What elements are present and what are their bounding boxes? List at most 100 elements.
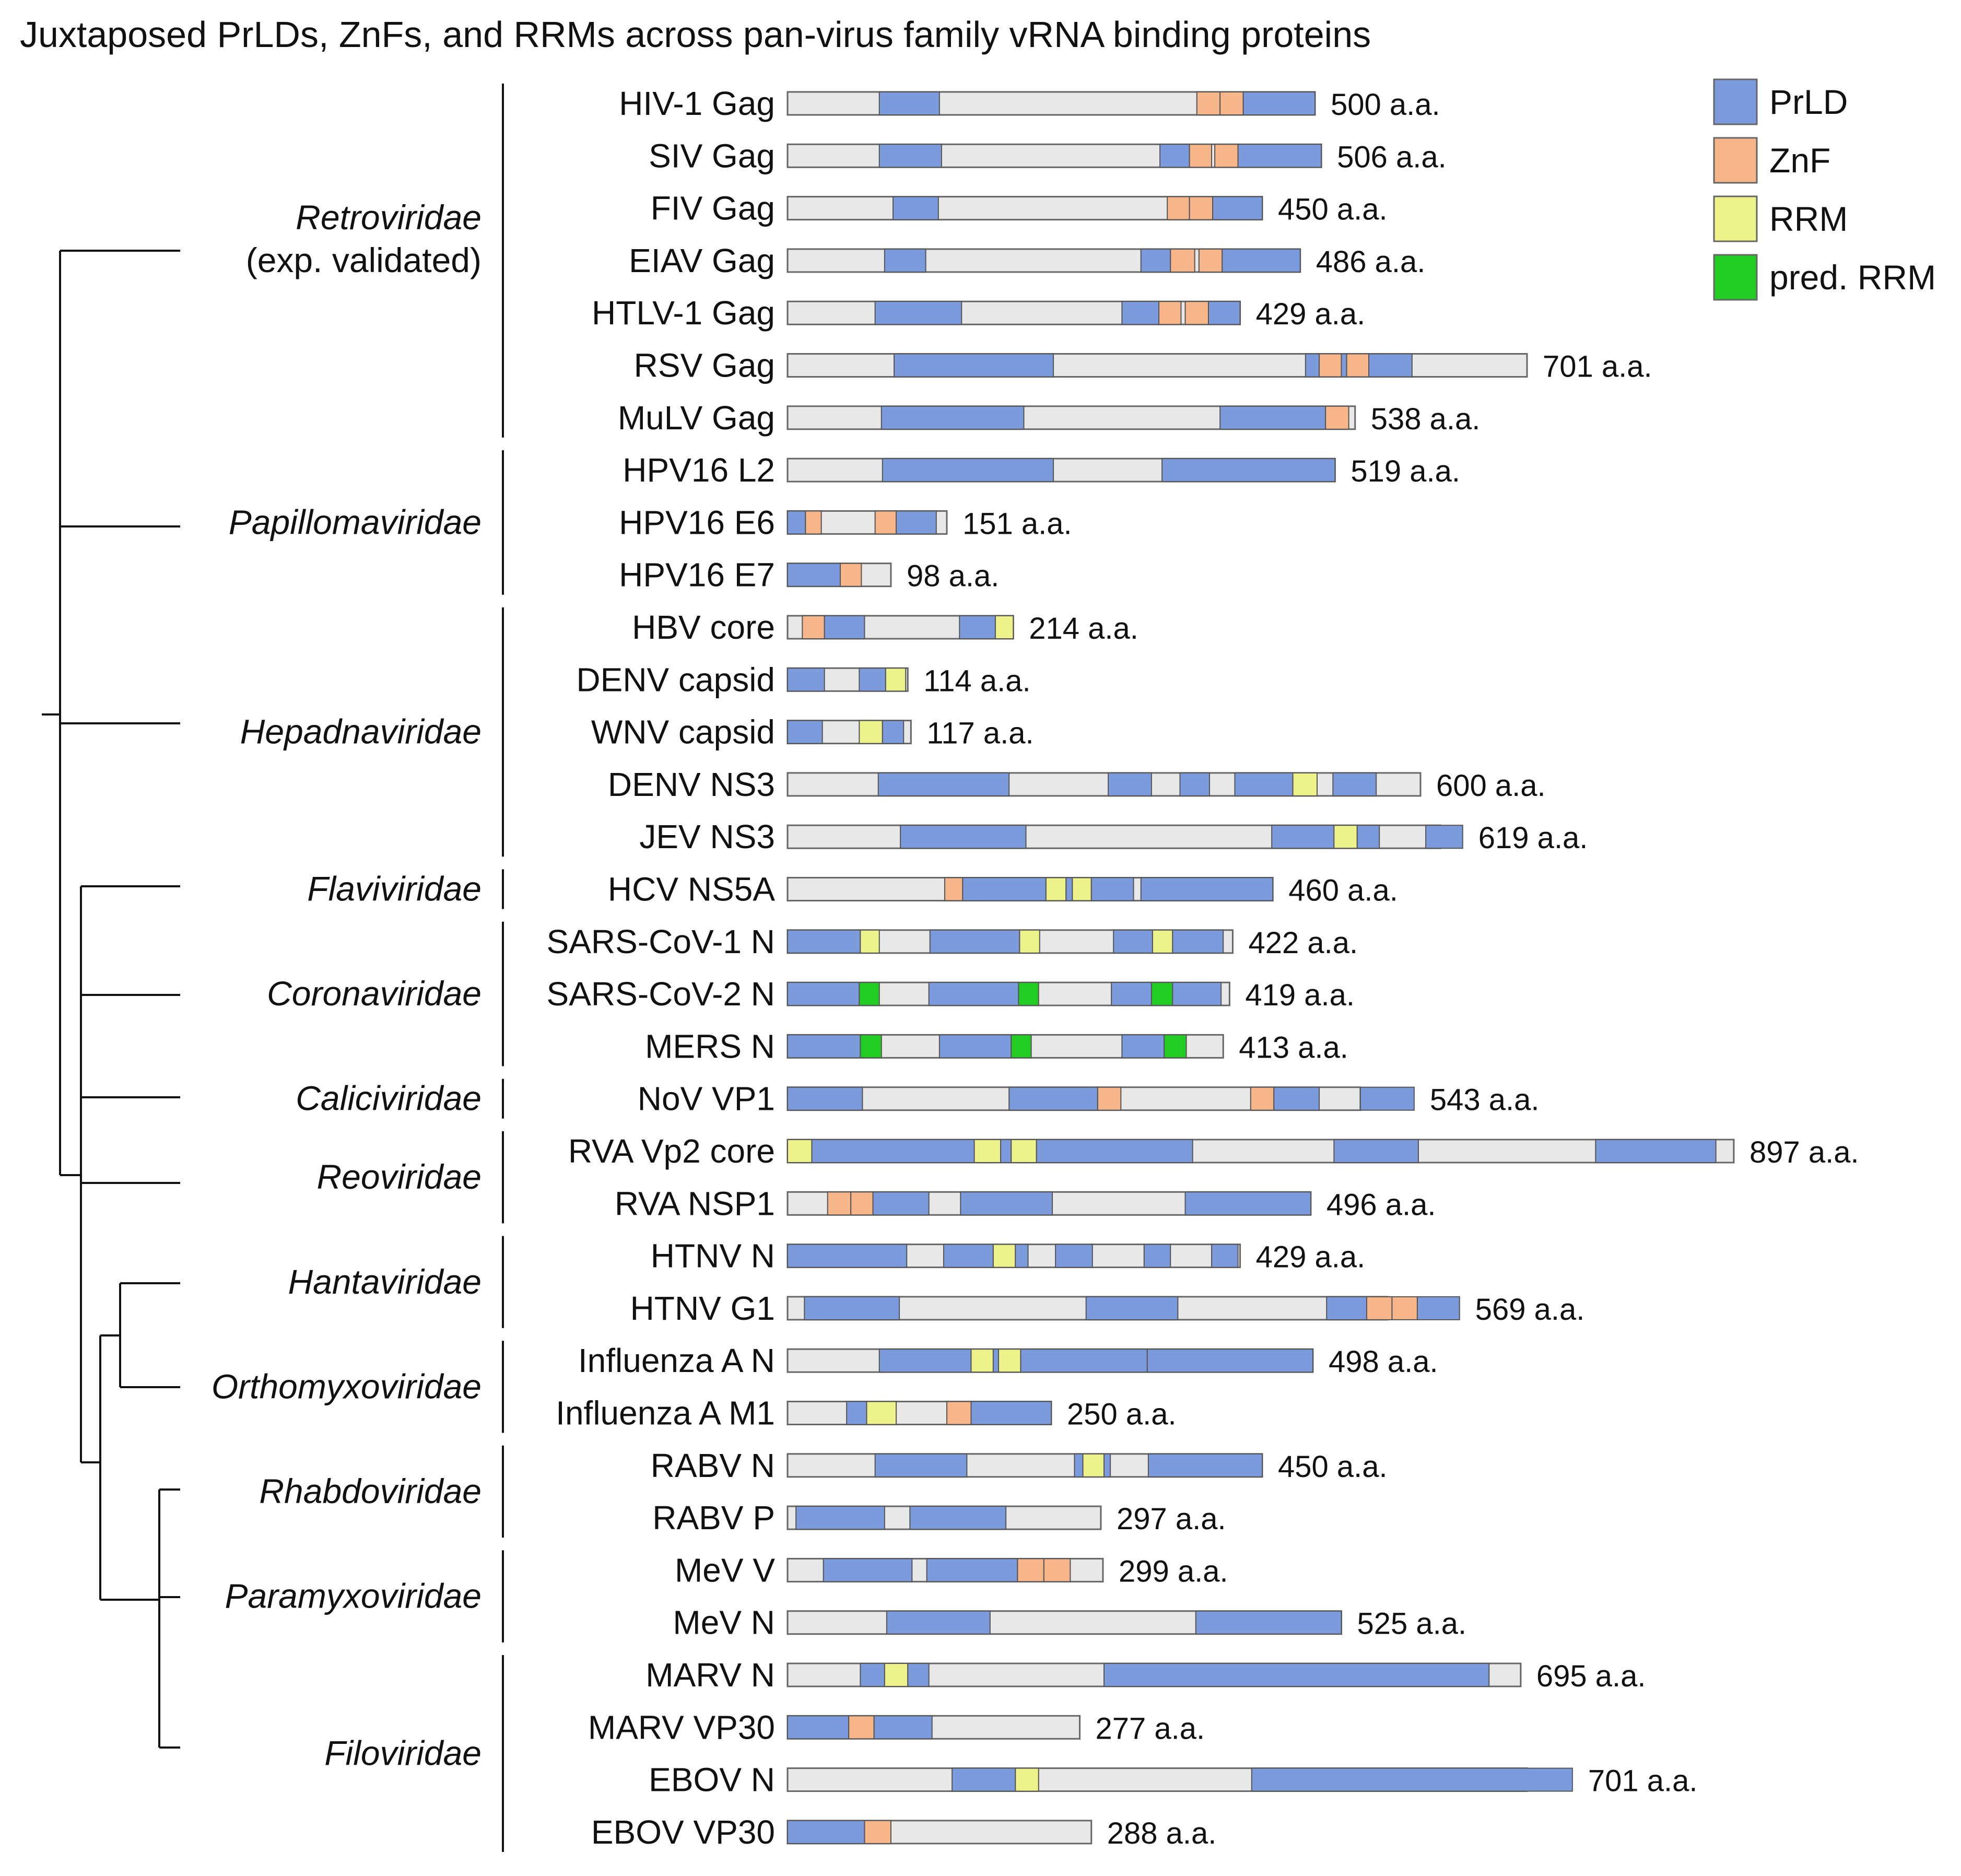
domain-prld-hcv-ns5a-6 (1140, 877, 1274, 901)
domain-rrm-sars-cov-1-n-3 (1019, 929, 1040, 954)
protein-label-influenza-a-m1: Influenza A M1 (556, 1394, 775, 1432)
family-label-hepadnaviridae: Hepadnaviridae (240, 712, 482, 751)
domain-znf-rva-nsp1-0 (827, 1191, 852, 1216)
domain-znf-hpv16-e6-1 (805, 510, 822, 535)
domain-prld-htlv-1-gag-1 (1121, 301, 1160, 325)
domain-prld-mers-n-0 (787, 1034, 861, 1059)
domain-rrm-rva-vp2-core-4 (1011, 1139, 1037, 1163)
domain-znf-nov-vp1-2 (1097, 1086, 1122, 1111)
domain-rrm-denv-capsid-2 (885, 667, 907, 692)
length-label-nov-vp1: 543 a.a. (1430, 1083, 1540, 1117)
domain-znf-hiv-1-gag-2 (1219, 91, 1244, 115)
domain-prld-nov-vp1-0 (787, 1086, 863, 1111)
domain-prld-mers-n-2 (938, 1034, 1012, 1059)
family-label-reoviridae: Reoviridae (317, 1157, 482, 1196)
domain-pred-rrm-sars-cov-2-n-5 (1150, 982, 1173, 1006)
domain-pred-rrm-mers-n-5 (1164, 1034, 1187, 1059)
domain-rrm-influenza-a-m1-1 (866, 1401, 897, 1425)
domain-prld-htnv-g1-1 (1085, 1296, 1179, 1320)
domain-znf-htlv-1-gag-3 (1184, 301, 1209, 325)
domain-prld-mulv-gag-1 (1219, 405, 1326, 430)
family-label-orthomyxoviridae: Orthomyxoviridae (212, 1367, 482, 1405)
length-label-hpv16-e7: 98 a.a. (907, 559, 999, 593)
protein-row-marv-vp30: MARV VP30 277 a.a. (588, 1708, 1205, 1746)
protein-row-sars-cov-1-n: SARS-CoV-1 N 422 a.a. (547, 923, 1358, 960)
length-label-sars-cov-2-n: 419 a.a. (1245, 978, 1355, 1012)
domain-rrm-marv-n-1 (884, 1663, 909, 1687)
protein-row-hbv-core: HBV core 214 a.a. (632, 608, 1138, 646)
domain-prld-denv-capsid-0 (787, 667, 825, 692)
length-label-mulv-gag: 538 a.a. (1371, 402, 1481, 436)
length-label-rva-nsp1: 496 a.a. (1326, 1188, 1436, 1222)
protein-label-rva-nsp1: RVA NSP1 (615, 1185, 775, 1222)
protein-row-rva-nsp1: RVA NSP1 496 a.a. (615, 1185, 1436, 1222)
domain-prld-denv-ns3-3 (1234, 772, 1294, 796)
domain-rrm-hbv-core-3 (994, 615, 1014, 639)
protein-label-hiv-1-gag: HIV-1 Gag (619, 85, 775, 122)
domain-prld-rabv-n-4 (1147, 1453, 1263, 1478)
protein-row-influenza-a-m1: Influenza A M1 250 a.a. (556, 1394, 1176, 1432)
protein-label-mulv-gag: MuLV Gag (618, 399, 775, 437)
domain-prld-fiv-gag-3 (1212, 196, 1263, 220)
protein-row-eiav-gag: EIAV Gag 486 a.a. (629, 242, 1425, 279)
protein-label-rva-vp2-core: RVA Vp2 core (568, 1132, 775, 1170)
domain-znf-hbv-core-0 (802, 615, 825, 639)
length-label-mers-n: 413 a.a. (1239, 1030, 1348, 1064)
domain-znf-marv-vp30-1 (848, 1715, 875, 1740)
domain-prld-hcv-ns5a-1 (962, 877, 1047, 901)
domain-prld-rva-vp2-core-3 (1000, 1139, 1012, 1163)
domain-prld-sars-cov-2-n-2 (928, 982, 1019, 1006)
domain-rrm-denv-ns3-4 (1292, 772, 1318, 796)
domain-prld-htnv-g1-0 (804, 1296, 900, 1320)
domain-pred-rrm-mers-n-3 (1011, 1034, 1032, 1059)
protein-label-marv-n: MARV N (645, 1656, 775, 1694)
domain-prld-sars-cov-1-n-0 (787, 929, 861, 954)
domain-prld-mulv-gag-0 (880, 405, 1025, 430)
domain-znf-eiav-gag-3 (1198, 248, 1223, 273)
domain-prld-siv-gag-4 (1237, 144, 1322, 168)
domain-prld-sars-cov-2-n-0 (787, 982, 860, 1006)
domain-prld-marv-n-3 (1103, 1663, 1490, 1687)
legend-label-pred-rrm: pred. RRM (1769, 258, 1936, 297)
length-label-denv-ns3: 600 a.a. (1436, 769, 1546, 803)
length-label-hpv16-e6: 151 a.a. (962, 507, 1072, 541)
domain-prld-marv-vp30-2 (873, 1715, 933, 1740)
protein-label-hcv-ns5a: HCV NS5A (608, 871, 775, 908)
domain-prld-sars-cov-2-n-4 (1111, 982, 1152, 1006)
domain-prld-hiv-1-gag-3 (1242, 91, 1316, 115)
domain-prld-fiv-gag-0 (893, 196, 939, 220)
domain-prld-mev-n-1 (1195, 1610, 1342, 1635)
domain-rrm-sars-cov-1-n-5 (1152, 929, 1173, 954)
protein-label-sars-cov-1-n: SARS-CoV-1 N (547, 923, 775, 960)
protein-label-hpv16-e7: HPV16 E7 (619, 556, 775, 594)
domain-prld-influenza-a-n-4 (1020, 1349, 1148, 1373)
protein-label-jev-ns3: JEV NS3 (639, 818, 775, 855)
domain-prld-hiv-1-gag-0 (878, 91, 940, 115)
length-label-rabv-p: 297 a.a. (1117, 1502, 1226, 1536)
domain-prld-rva-nsp1-3 (960, 1191, 1053, 1216)
domain-prld-denv-ns3-0 (877, 772, 1010, 796)
domain-prld-siv-gag-0 (878, 144, 942, 168)
protein-label-htlv-1-gag: HTLV-1 Gag (592, 294, 775, 332)
length-label-influenza-a-n: 498 a.a. (1329, 1345, 1438, 1379)
protein-label-htnv-g1: HTNV G1 (630, 1289, 775, 1327)
domain-prld-rva-vp2-core-7 (1595, 1139, 1717, 1163)
domain-prld-denv-ns3-2 (1179, 772, 1210, 796)
domain-znf-eiav-gag-2 (1170, 248, 1195, 273)
length-label-hiv-1-gag: 500 a.a. (1331, 88, 1440, 122)
protein-label-eiav-gag: EIAV Gag (629, 242, 775, 279)
protein-label-denv-capsid: DENV capsid (576, 661, 775, 698)
domain-rrm-influenza-a-n-3 (998, 1349, 1021, 1373)
domain-rrm-htnv-n-2 (992, 1244, 1016, 1268)
domain-prld-hpv16-l2-0 (882, 458, 1054, 483)
length-label-hbv-core: 214 a.a. (1029, 612, 1138, 646)
domain-prld-htnv-n-3 (1015, 1244, 1029, 1268)
protein-row-rabv-p: RABV P 297 a.a. (652, 1499, 1226, 1537)
domain-znf-rsv-gag-2 (1319, 353, 1342, 378)
protein-label-fiv-gag: FIV Gag (651, 190, 775, 227)
protein-label-hpv16-e6: HPV16 E6 (619, 503, 775, 541)
protein-label-rsv-gag: RSV Gag (634, 347, 775, 384)
domain-prld-rsv-gag-0 (894, 353, 1054, 378)
family-label-filoviridae: Filoviridae (324, 1733, 482, 1772)
